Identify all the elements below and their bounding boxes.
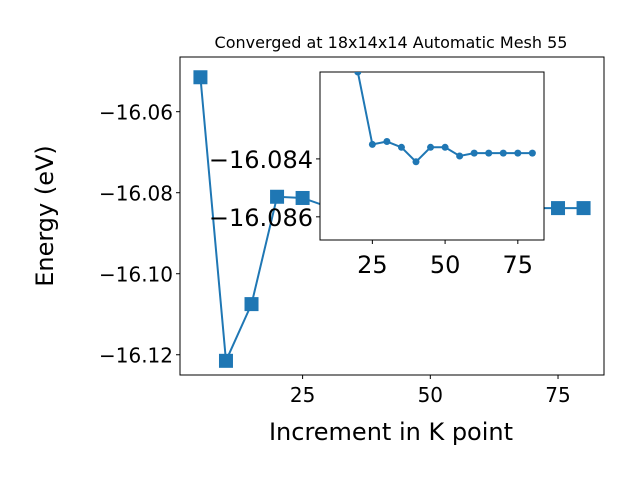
main-data-point bbox=[551, 201, 566, 216]
inset-x-tick-label: 50 bbox=[430, 251, 461, 279]
main-x-tick-label: 75 bbox=[545, 383, 570, 407]
inset-x-ticks: 25 50 75 bbox=[357, 240, 533, 279]
main-data-point bbox=[295, 190, 310, 205]
main-y-tick-label: −16.08 bbox=[99, 182, 173, 206]
main-y-tick-label: −16.10 bbox=[99, 263, 173, 287]
inset-data-point bbox=[383, 138, 391, 146]
inset-data-point bbox=[514, 149, 522, 157]
main-data-point bbox=[244, 297, 259, 312]
main-x-tick-label: 50 bbox=[418, 383, 443, 407]
inset-y-tick-label: −16.086 bbox=[209, 204, 313, 232]
main-y-ticks: −16.12 −16.10 −16.08 −16.06 bbox=[99, 101, 180, 368]
chart-title: Converged at 18x14x14 Automatic Mesh 55 bbox=[215, 33, 568, 52]
main-data-point bbox=[218, 353, 233, 368]
inset-data-point bbox=[397, 143, 405, 151]
inset-y-ticks: −16.086 −16.084 bbox=[209, 146, 320, 232]
inset-plot: 25 50 75 −16.086 −16.084 bbox=[209, 71, 545, 279]
inset-data-point bbox=[368, 140, 376, 148]
inset-data-point bbox=[412, 158, 420, 166]
inset-data-point bbox=[427, 143, 435, 151]
inset-series-clipped bbox=[354, 72, 536, 166]
x-axis-label: Increment in K point bbox=[269, 418, 513, 446]
inset-data-point bbox=[456, 152, 464, 160]
inset-data-point bbox=[528, 149, 536, 157]
main-data-point bbox=[270, 189, 285, 204]
inset-x-tick-label: 75 bbox=[503, 251, 534, 279]
main-data-point bbox=[193, 70, 208, 85]
main-x-ticks: 25 50 75 bbox=[290, 375, 571, 407]
inset-data-point bbox=[441, 143, 449, 151]
inset-data-point bbox=[470, 149, 478, 157]
inset-data-point bbox=[485, 149, 493, 157]
main-x-tick-label: 25 bbox=[290, 383, 315, 407]
inset-x-tick-label: 25 bbox=[357, 251, 388, 279]
inset-series bbox=[354, 72, 536, 166]
inset-y-tick-label: −16.084 bbox=[209, 146, 313, 174]
y-axis-label: Energy (eV) bbox=[31, 145, 59, 287]
main-y-tick-label: −16.06 bbox=[99, 101, 173, 125]
main-y-tick-label: −16.12 bbox=[99, 344, 173, 368]
inset-data-point bbox=[354, 72, 362, 76]
inset-plot-frame bbox=[319, 71, 545, 241]
inset-data-point bbox=[499, 149, 507, 157]
main-data-point bbox=[576, 201, 591, 216]
